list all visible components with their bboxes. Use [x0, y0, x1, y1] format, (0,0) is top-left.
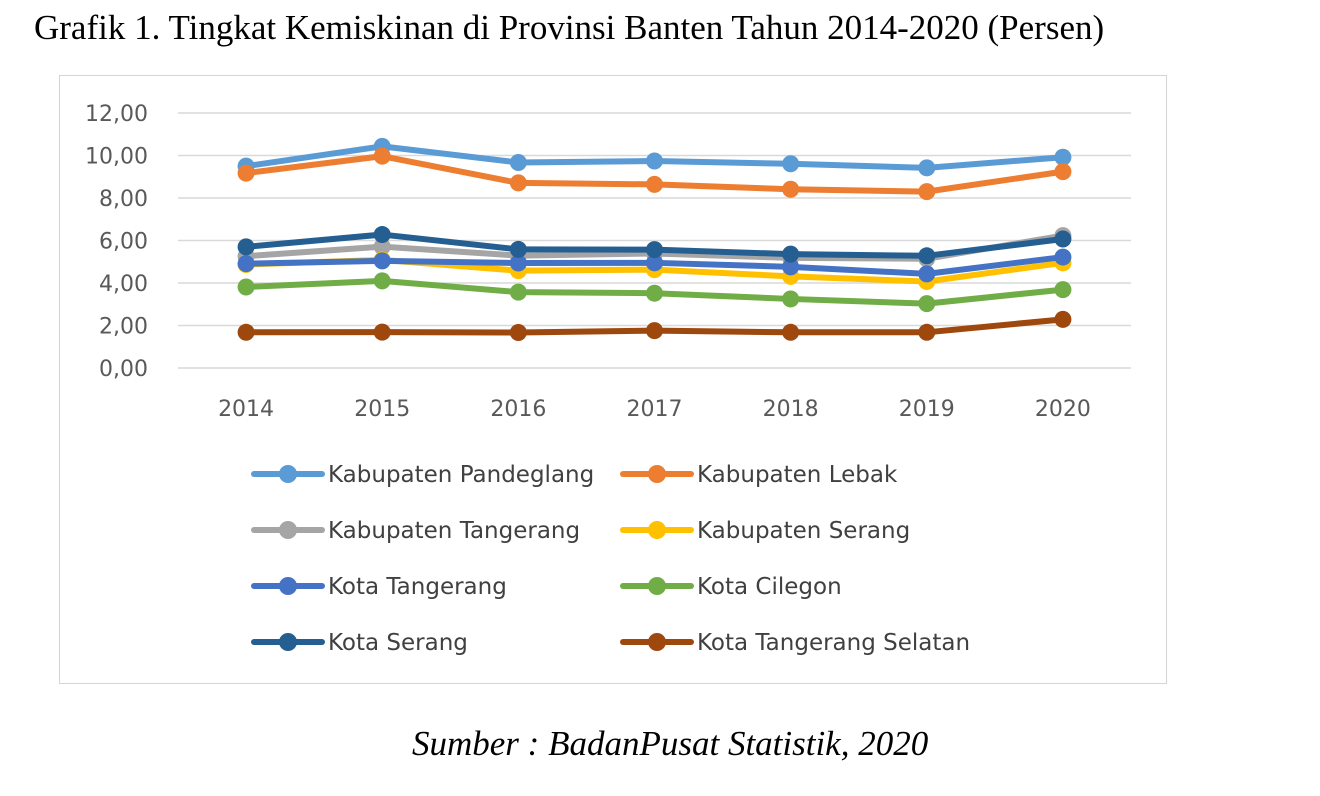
- data-point: [509, 324, 527, 342]
- data-point: [646, 241, 663, 259]
- data-point: [646, 284, 663, 302]
- data-point: [237, 323, 255, 341]
- data-point: [918, 183, 936, 201]
- series-4: [237, 248, 1072, 283]
- legend-item: Kabupaten Tangerang: [251, 518, 580, 544]
- data-point: [1054, 310, 1072, 328]
- data-point: [373, 252, 391, 270]
- data-point: [1054, 230, 1072, 248]
- legend-swatch-marker: [279, 577, 297, 595]
- data-point: [646, 322, 663, 340]
- legend-swatch-marker: [279, 633, 297, 651]
- data-point: [646, 175, 663, 193]
- data-point: [373, 147, 391, 165]
- data-point: [509, 240, 527, 258]
- legend-label: Kota Tangerang Selatan: [697, 630, 970, 656]
- data-point: [509, 254, 527, 272]
- data-point: [509, 283, 527, 301]
- data-point: [1054, 163, 1072, 181]
- x-tick-label: 2019: [899, 397, 955, 422]
- legend-label: Kota Tangerang: [328, 574, 507, 600]
- chart-area: [59, 75, 1167, 684]
- series-5: [237, 272, 1072, 313]
- data-point: [918, 159, 936, 177]
- x-tick-label: 2015: [354, 397, 410, 422]
- data-point: [237, 278, 255, 296]
- data-point: [237, 255, 255, 273]
- legend-swatch-marker: [648, 633, 666, 651]
- y-axis-ticks: 0,00 2,00 4,00 6,00 8,00 10,00 12,00: [85, 102, 148, 382]
- legend-label: Kabupaten Tangerang: [328, 518, 580, 544]
- legend-swatch-marker: [279, 521, 297, 539]
- x-tick-label: 2018: [763, 397, 819, 422]
- legend: Kabupaten Pandeglang Kabupaten Lebak Kabup…: [251, 462, 970, 656]
- source-note: Sumber : BadanPusat Statistik, 2020: [412, 724, 929, 763]
- legend-label: Kabupaten Lebak: [697, 462, 898, 488]
- data-point: [918, 247, 936, 265]
- x-tick-label: 2020: [1035, 397, 1091, 422]
- data-point: [373, 238, 391, 256]
- data-point: [646, 152, 663, 170]
- y-tick-label: 10,00: [85, 145, 148, 170]
- data-point: [373, 323, 391, 341]
- data-point: [1054, 248, 1072, 266]
- y-tick-label: 2,00: [99, 315, 148, 340]
- legend-swatch-marker: [648, 577, 666, 595]
- data-point: [782, 180, 800, 198]
- legend-item: Kota Tangerang Selatan: [620, 630, 970, 656]
- legend-item: Kota Cilegon: [620, 574, 842, 600]
- data-point: [373, 226, 391, 244]
- data-point: [373, 272, 391, 290]
- data-point: [237, 238, 255, 256]
- x-axis-ticks: 2014 2015 2016 2017 2018 2019 2020: [218, 397, 1091, 422]
- legend-item: Kabupaten Lebak: [620, 462, 898, 488]
- data-point: [782, 245, 800, 263]
- chart-title: Grafik 1. Tingkat Kemiskinan di Provinsi…: [34, 8, 1105, 47]
- data-point: [1054, 281, 1072, 299]
- data-point: [918, 265, 936, 283]
- y-tick-label: 4,00: [99, 272, 148, 297]
- legend-item: Kabupaten Serang: [620, 518, 910, 544]
- data-point: [1054, 148, 1072, 166]
- legend-swatch-marker: [279, 465, 297, 483]
- legend-label: Kota Serang: [328, 630, 468, 656]
- legend-swatch-marker: [648, 465, 666, 483]
- data-point: [646, 254, 663, 272]
- y-tick-label: 12,00: [85, 102, 148, 127]
- series-1: [237, 147, 1072, 201]
- series-7: [237, 310, 1072, 342]
- legend-item: Kota Tangerang: [251, 574, 507, 600]
- data-point: [782, 323, 800, 341]
- data-point: [918, 323, 936, 341]
- data-point: [782, 155, 800, 173]
- x-tick-label: 2014: [218, 397, 274, 422]
- legend-swatch-marker: [648, 521, 666, 539]
- data-point: [509, 174, 527, 192]
- x-tick-label: 2017: [627, 397, 683, 422]
- legend-label: Kabupaten Serang: [697, 518, 910, 544]
- data-point: [782, 290, 800, 308]
- legend-item: Kota Serang: [251, 630, 468, 656]
- series-lines: [237, 137, 1072, 342]
- data-point: [918, 295, 936, 313]
- data-point: [237, 164, 255, 182]
- data-point: [509, 154, 527, 172]
- legend-label: Kabupaten Pandeglang: [328, 462, 594, 488]
- data-point: [782, 258, 800, 276]
- y-tick-label: 8,00: [99, 187, 148, 212]
- y-tick-label: 6,00: [99, 230, 148, 255]
- legend-label: Kota Cilegon: [697, 574, 842, 600]
- x-tick-label: 2016: [490, 397, 546, 422]
- legend-item: Kabupaten Pandeglang: [251, 462, 594, 488]
- y-tick-label: 0,00: [99, 357, 148, 382]
- series-6: [237, 226, 1072, 265]
